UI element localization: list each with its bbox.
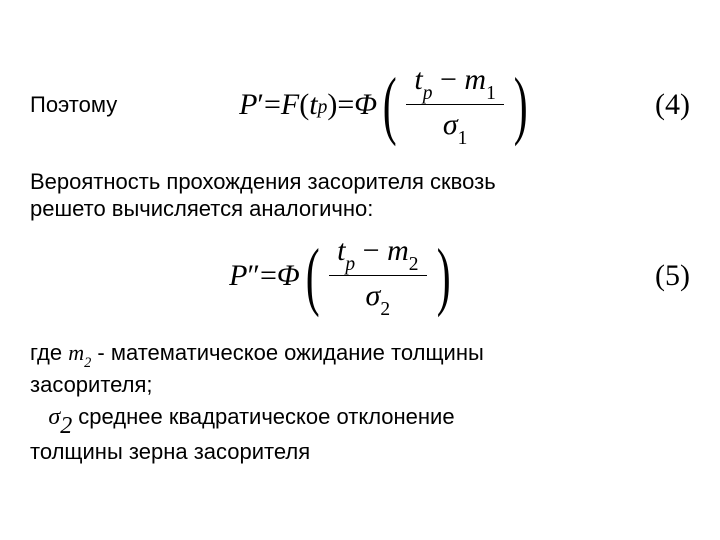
equation-4-wrap: P′ = F(tp) = Φ ( tp − m1 σ1 ) <box>129 60 643 150</box>
para2-line2: решето вычисляется аналогично: <box>30 195 690 223</box>
fraction-eq4: tp − m1 σ1 <box>406 60 503 150</box>
para4-line2: толщины зерна засорителя <box>30 438 690 466</box>
para3-line1: где m2 - математическое ожидание толщины <box>30 339 690 371</box>
intro-and-eq4-row: Поэтому P′ = F(tp) = Φ ( tp − m1 σ1 <box>30 60 690 150</box>
para3-line2: засорителя; <box>30 371 690 399</box>
intro-word: Поэтому <box>30 91 117 119</box>
fraction-eq5: tp − m2 σ2 <box>329 231 426 321</box>
eq4-number: (4) <box>655 88 690 122</box>
equation-5-row: P″ = Φ ( tp − m2 σ2 ) (5) <box>30 231 690 321</box>
equation-4: P′ = F(tp) = Φ ( tp − m1 σ1 ) <box>239 60 533 150</box>
eq5-number: (5) <box>655 259 690 293</box>
para4-line1: σ2 среднее квадратическое отклонение <box>30 402 690 437</box>
equation-5: P″ = Φ ( tp − m2 σ2 ) <box>229 231 456 321</box>
para2-line1: Вероятность прохождения засорителя сквоз… <box>30 168 690 196</box>
